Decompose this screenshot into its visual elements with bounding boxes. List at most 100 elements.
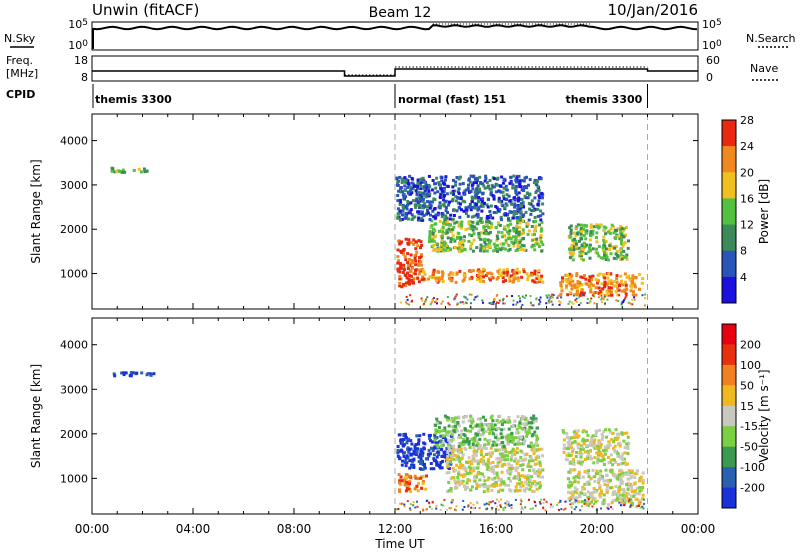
power-cell [508,181,512,185]
power-cell [121,168,125,172]
power-cell [576,280,580,284]
velocity-cell [471,443,475,446]
velocity-cell [417,482,421,485]
velocity-cell [398,456,402,460]
power-cell [451,227,455,231]
velocity-cell [524,422,528,426]
velocity-cell [599,443,603,446]
power-cell [565,280,569,284]
velocity-cell [464,488,468,491]
velocity-cell [487,442,491,446]
velocity-cell [516,489,519,493]
power-cell [434,234,438,238]
velocity-cell [462,473,466,477]
power-cell [406,252,410,256]
velocity-cell [465,481,469,485]
power-cell [453,221,457,225]
velocity-cell [528,444,532,448]
velocity-cell [626,496,630,500]
power-cell [417,268,421,272]
power-cell [624,296,627,299]
velocity-cell [573,433,577,437]
power-cell [451,185,455,189]
velocity-cell [460,456,464,460]
velocity-cell [485,443,489,446]
velocity-cell [495,443,499,447]
power-cell [477,268,481,272]
power-cell [631,274,635,278]
velocity-cell [428,505,431,508]
velocity-cell [140,371,144,375]
nsky-frame [91,21,699,51]
power-cell [527,218,531,222]
velocity-cell [450,476,454,480]
power-cell [560,289,564,293]
power-cell [570,243,574,247]
velocity-cell [480,425,484,429]
power-cell [437,181,441,184]
power-cell [405,276,409,280]
velocity-cell [603,501,607,505]
velocity-cell [607,503,611,507]
power-cell [530,199,534,203]
velocity-cell [409,503,412,506]
power-cell [401,213,404,217]
power-cell [620,289,624,293]
velocity-cell [614,473,618,477]
power-cell [535,276,539,280]
power-cell [620,255,624,259]
power-cell [508,229,512,233]
power-colorbar-label: Power [dB] [757,179,771,244]
velocity-cell [616,493,620,497]
power-cell [397,267,401,271]
power-cell [638,287,641,291]
power-cell [441,274,445,278]
velocity-cell [494,436,498,440]
power-cell [422,187,426,191]
power-cell [508,279,512,283]
velocity-cell [543,498,546,501]
velocity-cell [517,472,521,476]
power-cell [501,276,505,280]
power-cell [507,217,510,221]
power-cell [609,227,613,231]
power-cell [470,215,474,219]
velocity-cell [601,476,605,480]
power-cell [475,277,479,281]
power-cell [621,283,625,287]
power-cell [406,281,410,285]
velocity-cell [416,500,418,503]
velocity-cell [627,500,630,503]
velocity-cell [594,500,598,504]
velocity-cell [610,506,612,509]
power-cell [571,279,575,283]
velocity-cell [500,464,504,468]
power-cell [608,248,612,252]
velocity-cell [436,441,440,445]
velocity-cell [506,420,510,424]
velocity-cell [471,441,475,445]
velocity-cell [504,506,507,509]
power-cell [517,233,521,237]
velocity-cell [403,434,407,438]
xtick-label: 20:00 [580,522,615,536]
power-cell [405,301,407,304]
velocity-cell [569,468,572,472]
velocity-cell [461,463,465,467]
power-cell [444,199,448,203]
velocity-cell [605,491,609,495]
velocity-cell [527,483,531,487]
velocity-cell [452,447,456,451]
velocity-cell [482,430,485,434]
power-cell [498,268,502,272]
power-cell [620,227,624,231]
power-cell [463,192,467,196]
power-cell [445,220,449,224]
power-cell [470,234,474,237]
velocity-cell [433,438,437,442]
power-cell [589,282,593,286]
power-cell [463,248,467,252]
velocity-cell [410,465,413,469]
power-cell [619,251,623,255]
velocity-cell [398,479,402,483]
